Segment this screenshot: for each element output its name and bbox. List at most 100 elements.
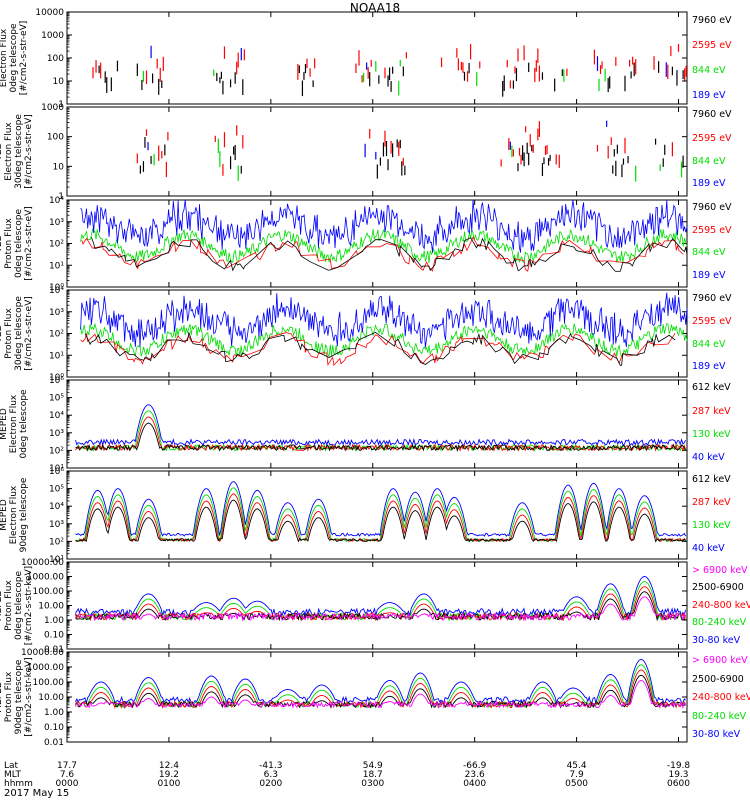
data-series — [75, 576, 687, 622]
legend-entry: 2595 eV — [692, 133, 732, 144]
y-axis-label-line: Proton Flux — [4, 218, 14, 269]
y-tick-label: 10.00 — [38, 602, 64, 612]
x-tick-label: 0000 — [56, 779, 79, 789]
data-trace — [80, 332, 676, 366]
x-tick-label: -66.9 — [463, 761, 487, 771]
legend-entry: 612 keV — [692, 382, 731, 393]
data-trace — [75, 659, 686, 705]
legend-entry: 2595 eV — [692, 225, 732, 236]
y-tick-label: 0.01 — [44, 738, 64, 748]
data-trace — [75, 674, 686, 709]
y-tick-label: 10000.00 — [21, 558, 64, 568]
data-trace — [75, 481, 686, 537]
x-tick-label: 19.3 — [668, 770, 688, 780]
data-trace — [75, 576, 687, 618]
x-tick-label: 0500 — [565, 779, 588, 789]
data-series — [136, 120, 684, 182]
y-tick-label: 10² — [49, 330, 64, 340]
y-tick-label: 0.10 — [44, 631, 64, 641]
legend-entry: 80-240 keV — [692, 711, 747, 722]
data-series — [75, 481, 686, 543]
y-axis-label: TED Proton Flux 0deg telescope [#/cm2-s-str… — [0, 206, 34, 281]
y-axis-label-line: [#/cm2-s-str-eV] — [24, 296, 34, 371]
y-axis-label-line: TED — [0, 324, 4, 343]
y-axis-label-line: Electron Flux — [9, 394, 19, 453]
data-trace — [75, 499, 686, 543]
legend-entry: 30-80 keV — [692, 635, 741, 646]
y-axis-label-line: TED — [0, 234, 4, 253]
legend-entry: 844 eV — [692, 247, 726, 258]
y-axis-label-line: 30deg telescope — [14, 114, 24, 189]
y-axis-label: MEPED Electron Flux 90deg telescope — [0, 477, 29, 552]
data-series — [75, 659, 687, 710]
x-axis-labels: 2017 May 15 Lat 17.7 12.4 -41.3 54.9 -66.9 45.… — [4, 761, 690, 799]
y-tick-label: 1000.00 — [27, 573, 64, 583]
y-axis-label-line: Electron Flux — [0, 28, 9, 87]
panel-1: 1 10 100 1000 10000 Electron Flux 0deg telesco… — [0, 8, 732, 110]
x-tick-label: 45.4 — [567, 761, 587, 771]
legend-entry: 287 keV — [692, 497, 731, 508]
y-tick-label: 1000 — [41, 31, 64, 41]
y-tick-label: 10⁰ — [49, 283, 64, 293]
y-tick-label: 10¹ — [49, 261, 64, 271]
data-trace — [75, 422, 686, 453]
data-trace — [75, 664, 686, 709]
legend-entry: 189 eV — [692, 270, 726, 281]
legend-entry: 7960 eV — [692, 109, 732, 120]
y-axis-label-line: Proton Flux — [4, 671, 14, 722]
y-axis-label-line: 90deg telescope — [14, 659, 24, 734]
panel-5: 10¹ 10² 10³ 10⁴ 10⁵ 10⁶ MEPED Electron Flux 0deg… — [0, 376, 731, 474]
y-axis-label: MEPED Proton Flux 90deg telescope [#/cm2-s-… — [0, 657, 34, 736]
data-series — [92, 43, 687, 97]
panel-frame — [66, 106, 688, 197]
legend-entry: 2500-6900 — [692, 674, 744, 685]
y-tick-label: 100 — [47, 54, 64, 64]
data-trace — [80, 228, 688, 264]
legend-entry: 40 keV — [692, 452, 725, 463]
data-series — [80, 292, 688, 366]
data-trace — [75, 493, 686, 543]
legend-entry: 7960 eV — [692, 202, 732, 213]
y-tick-label: 0.10 — [44, 723, 64, 733]
y-tick-label: 100.00 — [33, 587, 65, 597]
x-tick-label: 12.4 — [159, 761, 179, 771]
legend-entry: 240-800 keV — [692, 600, 750, 611]
data-trace — [75, 410, 686, 453]
y-tick-label: 10 — [53, 162, 65, 172]
legend-entry: 2500-6900 — [692, 582, 744, 593]
panel-6: 10¹ 10² 10³ 10⁴ 10⁵ 10⁶ MEPED Electron Flux 90de… — [0, 467, 731, 565]
y-axis-label-line: MEPED — [0, 408, 9, 440]
figure-title: NOAA18 — [350, 1, 400, 15]
y-axis-label: TED Electron Flux 30deg telescope [#/cm2-s-… — [0, 114, 34, 189]
y-tick-label: 10⁶ — [49, 376, 64, 386]
panel-frame — [66, 470, 688, 560]
y-tick-label: 10 — [53, 77, 65, 87]
data-trace — [75, 581, 686, 622]
date-label: 2017 May 15 — [4, 788, 69, 799]
legend-entry: 844 eV — [692, 339, 726, 350]
y-axis-label-line: Proton Flux — [4, 580, 14, 631]
x-tick-label: -41.3 — [259, 761, 282, 771]
x-tick-label: 0200 — [259, 779, 282, 789]
y-axis-label: Electron Flux 0deg telescope [#/cm2-s-str-… — [0, 21, 29, 96]
y-tick-label: 100 — [47, 133, 64, 143]
legend-entry: 2595 eV — [692, 40, 732, 51]
x-row-label: hhmm — [4, 779, 33, 789]
x-tick-label: 7.6 — [60, 770, 75, 780]
x-tick-label: 0600 — [667, 779, 690, 789]
legend-entry: 30-80 keV — [692, 729, 741, 740]
y-tick-label: 10⁴ — [49, 196, 64, 206]
y-axis-label-line: 90deg telescope — [19, 477, 29, 552]
y-axis-label-line: [#/cm2-s-str-keV] — [24, 657, 34, 736]
y-axis-label-line: 0deg telescope — [19, 389, 29, 459]
y-tick-label: 10.00 — [38, 693, 64, 703]
legend-entry: 287 keV — [692, 406, 731, 417]
legend-entry: 80-240 keV — [692, 617, 747, 628]
y-axis-label: TED Proton Flux 30deg telescope [#/cm2-s-st… — [0, 296, 34, 371]
y-tick-label: 1 — [58, 100, 64, 110]
y-axis-label-line: 0deg telescope — [14, 571, 24, 641]
y-tick-label: 10³ — [49, 520, 64, 530]
y-axis-label-line: [#/cm2-s-str-eV] — [19, 21, 29, 96]
x-tick-label: 7.9 — [569, 770, 584, 780]
